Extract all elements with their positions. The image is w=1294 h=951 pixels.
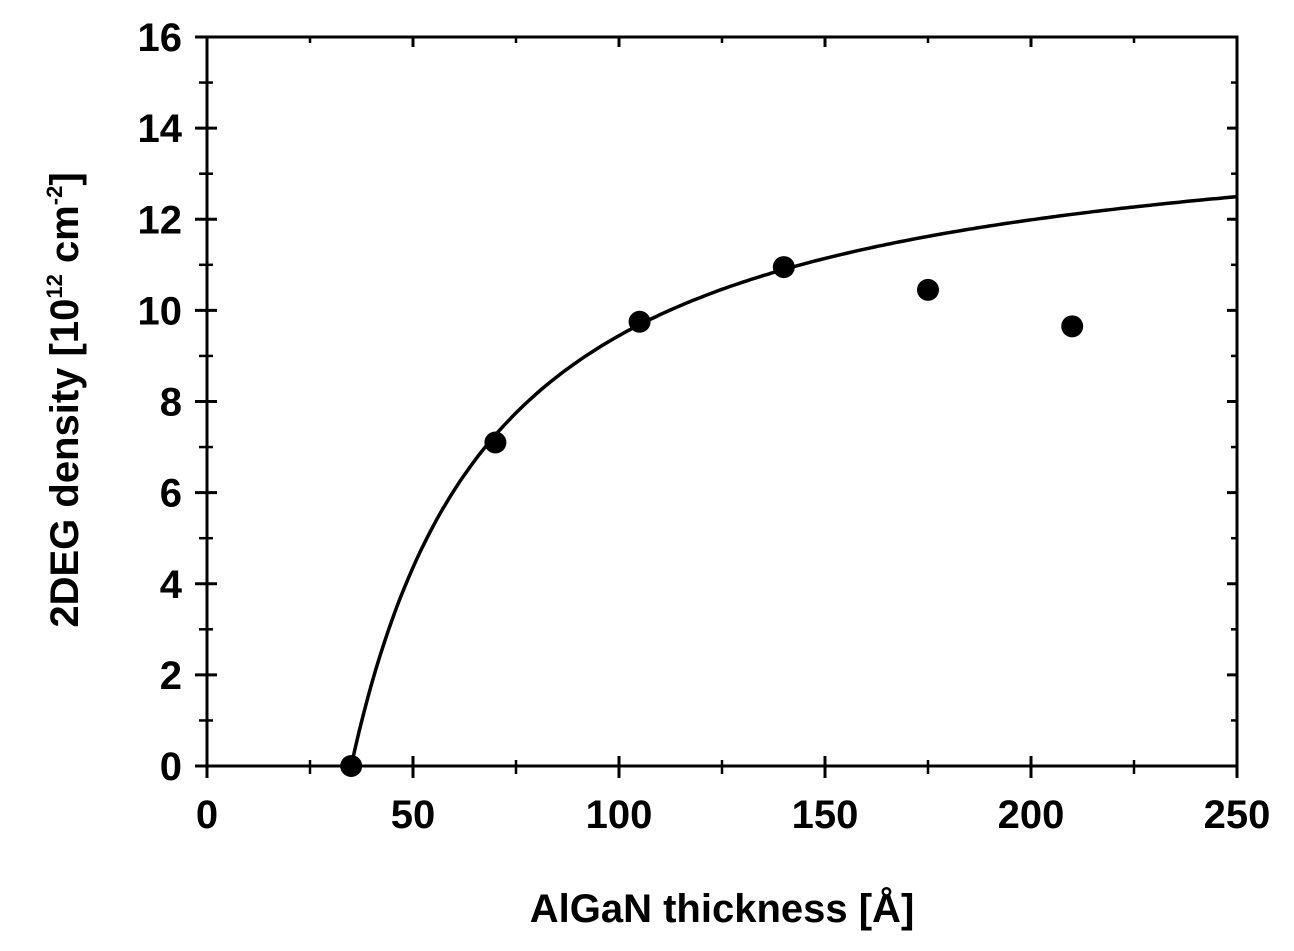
y-tick-label: 16: [138, 16, 183, 60]
x-tick-label: 150: [792, 793, 859, 837]
y-tick-label: 0: [160, 745, 182, 789]
data-point: [917, 278, 939, 301]
x-tick-label: 200: [998, 793, 1065, 837]
axes: 0 2 4 6 8 10 12 14 16 0 50 100 150 200 250: [138, 16, 1271, 837]
x-tick-label: 50: [391, 793, 436, 837]
y-tick-label: 10: [138, 289, 183, 333]
data-marks: [340, 194, 1238, 777]
x-axis-label: AlGaN thickness [Å]: [530, 886, 915, 931]
y-tick-label: 2: [160, 654, 182, 698]
x-tick-label: 100: [586, 793, 653, 837]
y-tick-label: 8: [160, 381, 182, 425]
x-tick-label: 0: [196, 793, 218, 837]
y-axis-label: 2DEG density [1012 cm-2]: [42, 172, 87, 627]
data-point: [484, 431, 507, 454]
y-tick-label: 4: [160, 563, 183, 607]
y-tick-label: 6: [160, 472, 182, 516]
data-point: [1061, 315, 1084, 338]
x-tick-label: 250: [1204, 793, 1271, 837]
y-tick-label: 12: [138, 198, 183, 242]
fit-curve: [349, 194, 1238, 767]
y-tick-label: 14: [138, 107, 183, 151]
plot-frame: [205, 35, 1239, 768]
